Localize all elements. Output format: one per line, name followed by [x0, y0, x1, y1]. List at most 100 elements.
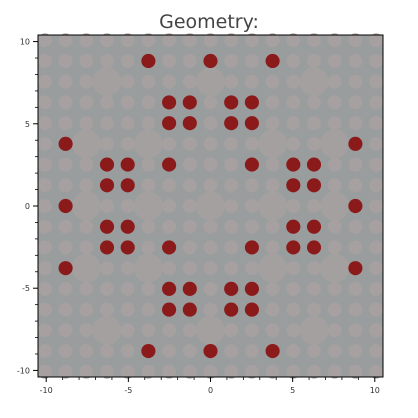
lattice-cell-238 — [348, 323, 363, 338]
guide-tube-5 — [258, 129, 287, 159]
lattice-cell-122 — [182, 136, 197, 151]
lattice-cell-170 — [245, 136, 259, 151]
rod-marker-28 — [306, 219, 322, 234]
lattice-cell-192 — [286, 323, 301, 338]
guide-tube-15 — [320, 253, 349, 283]
lattice-cell-71 — [120, 199, 135, 213]
lattice-cell-237 — [348, 344, 363, 358]
lattice-cell-85 — [141, 240, 156, 255]
lattice-cell-179 — [265, 302, 280, 317]
lattice-cell-207 — [307, 364, 321, 379]
lattice-cell-214 — [307, 199, 321, 213]
lattice-cell-108 — [162, 74, 177, 89]
lattice-cell-4 — [38, 281, 52, 296]
lattice-cell-267 — [369, 74, 383, 89]
guide-tube-13 — [134, 253, 163, 283]
rod-marker-10 — [244, 116, 259, 131]
rod-marker-30 — [120, 240, 135, 255]
lattice-cell-159 — [245, 364, 259, 379]
lattice-cell-178 — [265, 323, 280, 338]
lattice-cell-86 — [141, 219, 156, 234]
x-tick-label: 5 — [290, 386, 295, 395]
lattice-cell-185 — [265, 116, 280, 131]
rod-marker-7 — [162, 116, 177, 131]
lattice-cell-260 — [369, 219, 383, 234]
y-tick-label: -5 — [22, 284, 30, 293]
lattice-cell-202 — [286, 116, 301, 131]
lattice-cell-80 — [141, 364, 156, 379]
y-tick-label: 0 — [25, 202, 30, 211]
lattice-cell-45 — [79, 74, 94, 89]
lattice-cell-79 — [120, 33, 135, 48]
lattice-cell-234 — [327, 54, 342, 68]
lattice-cell-226 — [327, 281, 342, 296]
lattice-cell-1 — [38, 344, 52, 358]
lattice-cell-228 — [327, 219, 342, 234]
lattice-cell-164 — [245, 261, 259, 276]
lattice-cell-139 — [203, 95, 218, 110]
lattice-cell-156 — [224, 74, 239, 89]
lattice-cell-180 — [265, 281, 280, 296]
lattice-cell-141 — [203, 33, 218, 48]
lattice-cell-13 — [38, 95, 52, 110]
lattice-cell-18 — [58, 344, 73, 358]
rod-marker-20 — [120, 178, 135, 193]
lattice-cell-99 — [162, 261, 177, 276]
lattice-cell-110 — [162, 33, 177, 48]
lattice-cell-109 — [162, 54, 177, 68]
lattice-cell-195 — [286, 261, 301, 276]
lattice-cell-117 — [182, 240, 197, 255]
lattice-cell-160 — [245, 344, 259, 358]
lattice-cell-96 — [162, 323, 177, 338]
lattice-cell-31 — [58, 74, 73, 89]
lattice-cell-153 — [224, 136, 239, 151]
lattice-cell-30 — [58, 95, 73, 110]
rod-marker-46 — [203, 343, 218, 359]
lattice-cell-232 — [327, 95, 342, 110]
rod-marker-8 — [182, 116, 197, 131]
lattice-cell-220 — [307, 54, 321, 68]
rod-marker-13 — [99, 157, 115, 172]
rod-marker-32 — [244, 240, 259, 255]
lattice-cell-78 — [120, 54, 135, 68]
guide-tube-18 — [299, 316, 329, 345]
lattice-cell-131 — [203, 281, 218, 296]
x-tick-label: 10 — [370, 386, 380, 395]
guide-tube-8 — [134, 191, 163, 221]
lattice-cell-74 — [120, 136, 135, 151]
lattice-cell-116 — [182, 261, 197, 276]
lattice-cell-40 — [79, 219, 94, 234]
lattice-cell-133 — [203, 240, 218, 255]
lattice-cell-47 — [79, 33, 94, 48]
lattice-cell-8 — [38, 199, 52, 213]
lattice-cell-26 — [58, 178, 73, 193]
rod-marker-35 — [58, 261, 73, 276]
lattice-cell-21 — [58, 281, 73, 296]
guide-tube-1 — [196, 67, 225, 96]
rod-marker-21 — [286, 178, 301, 193]
lattice-cell-91 — [141, 74, 156, 89]
rod-marker-3 — [162, 95, 177, 110]
lattice-cell-132 — [203, 261, 218, 276]
lattice-cell-6 — [38, 240, 52, 255]
lattice-cell-239 — [348, 302, 363, 317]
lattice-cell-221 — [307, 33, 321, 48]
lattice-cell-208 — [307, 344, 321, 358]
lattice-cell-206 — [286, 33, 301, 48]
lattice-cell-94 — [162, 364, 177, 379]
lattice-cell-66 — [120, 302, 135, 317]
lattice-cell-268 — [369, 54, 383, 68]
lattice-cell-262 — [369, 178, 383, 193]
lattice-cell-248 — [348, 116, 363, 131]
lattice-cell-256 — [369, 302, 383, 317]
guide-tube-6 — [320, 129, 349, 159]
lattice-cell-32 — [58, 54, 73, 68]
lattice-cell-223 — [327, 344, 342, 358]
lattice-cell-14 — [38, 74, 52, 89]
guide-tube-12 — [72, 253, 101, 283]
lattice-cell-19 — [58, 323, 73, 338]
lattice-cell-84 — [141, 281, 156, 296]
lattice-cell-264 — [369, 136, 383, 151]
lattice-cell-168 — [245, 178, 259, 193]
lattice-cell-161 — [245, 323, 259, 338]
